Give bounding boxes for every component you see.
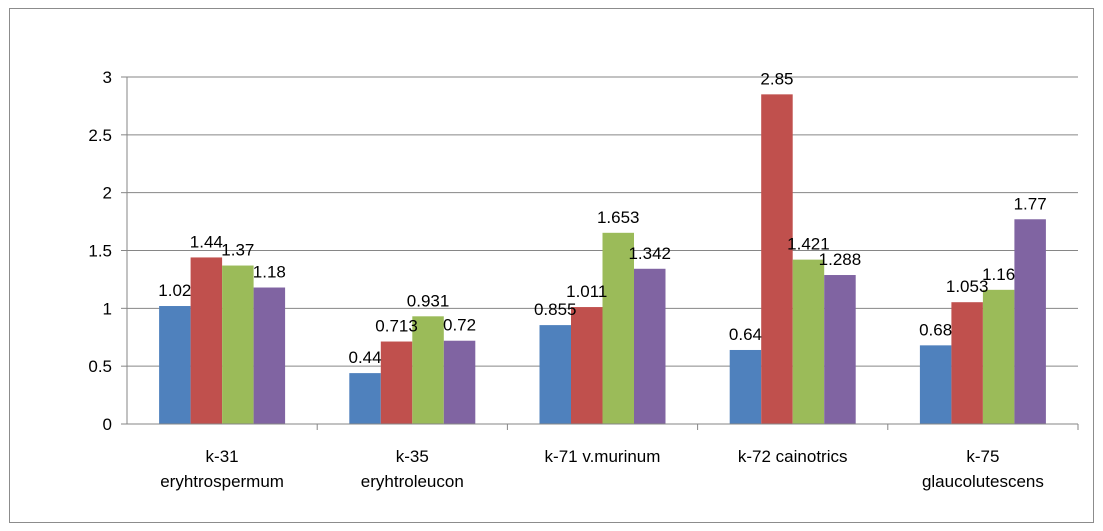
y-tick-label: 1.5 <box>88 242 112 261</box>
data-label: 2.85 <box>760 69 793 88</box>
x-category-label: k-71 v.murinum <box>545 447 661 466</box>
bar <box>190 257 223 424</box>
data-label: 1.77 <box>1014 194 1047 213</box>
data-label: 0.713 <box>375 317 418 336</box>
data-label: 1.288 <box>819 250 862 269</box>
data-label: 0.855 <box>534 300 577 319</box>
bar <box>412 316 444 424</box>
y-tick-label: 3 <box>103 68 112 87</box>
x-category-label: k-72 cainotrics <box>738 447 848 466</box>
data-label: 1.421 <box>787 235 830 254</box>
bar <box>349 373 381 424</box>
bar <box>443 340 476 424</box>
data-label: 0.72 <box>443 316 476 335</box>
data-label: 1.18 <box>253 263 286 282</box>
bar <box>634 268 666 424</box>
x-category-label: k-75 <box>966 447 999 466</box>
bar <box>951 302 983 424</box>
y-tick-label: 1 <box>103 299 112 318</box>
data-label: 1.44 <box>190 232 223 251</box>
bar <box>792 259 825 424</box>
y-tick-label: 0 <box>103 415 112 434</box>
data-label: 1.342 <box>628 244 671 263</box>
bar-series <box>159 94 1046 424</box>
bar <box>919 345 952 424</box>
x-category-label: eryhtroleucon <box>361 472 464 491</box>
bar <box>222 265 254 424</box>
x-category-label: glaucolutescens <box>922 472 1044 491</box>
data-label: 1.653 <box>597 208 640 227</box>
x-category-label: k-31 <box>206 447 239 466</box>
x-category-label: eryhtrospermum <box>160 472 284 491</box>
bar <box>253 287 286 424</box>
bar <box>380 341 413 424</box>
x-axis-category-labels: k-31 eryhtrospermum k-35 eryhtroleucon k-71 … <box>160 447 1044 491</box>
bar <box>1014 219 1046 424</box>
bar <box>539 325 571 424</box>
x-category-label: k-35 <box>396 447 429 466</box>
y-tick-label: 0.5 <box>88 357 112 376</box>
bar <box>824 275 856 424</box>
gridlines <box>127 76 1078 367</box>
data-label: 1.02 <box>158 281 191 300</box>
data-label: 1.011 <box>566 282 607 301</box>
y-tick-label: 2 <box>103 184 112 203</box>
data-label: 1.053 <box>946 277 989 296</box>
bar <box>761 94 793 424</box>
bar <box>159 306 191 424</box>
data-label: 0.68 <box>919 320 952 339</box>
data-label: 0.44 <box>349 348 382 367</box>
bar <box>982 289 1015 424</box>
data-label: 1.16 <box>982 265 1015 284</box>
data-labels: 1.02 0.44 0.855 0.64 0.68 1.44 0.713 1.011 2.85 1… <box>158 69 1046 367</box>
bar <box>571 307 603 424</box>
bar <box>602 232 634 424</box>
data-label: 0.931 <box>407 291 450 310</box>
y-tick-label: 2.5 <box>88 126 112 145</box>
chart-area-border <box>9 8 1094 523</box>
data-label: 1.37 <box>221 241 254 260</box>
bar <box>729 349 762 424</box>
y-axis-tick-labels: 0 0.5 1 1.5 2 2.5 3 <box>88 68 112 434</box>
data-label: 0.64 <box>729 325 762 344</box>
axes <box>121 76 1079 430</box>
